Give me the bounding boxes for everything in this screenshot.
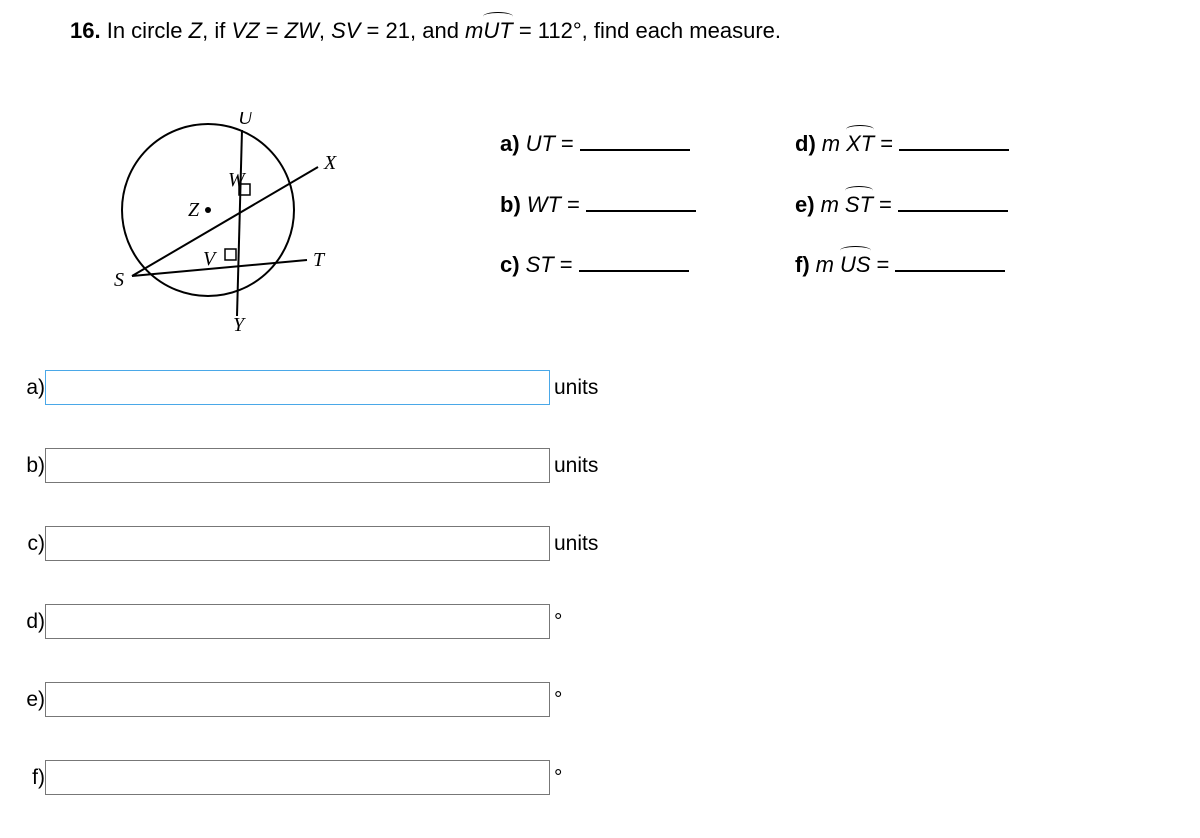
diagram-label-V: V xyxy=(203,248,218,270)
input-unit: units xyxy=(554,376,598,400)
diagram-label-X: X xyxy=(323,152,337,174)
blank-underline xyxy=(580,125,690,151)
diagram-label-T: T xyxy=(313,249,326,271)
answer-input[interactable] xyxy=(45,682,550,717)
answer-input[interactable] xyxy=(45,760,550,795)
diagram-label-S: S xyxy=(114,269,124,291)
blank-row: c) ST = xyxy=(500,246,696,278)
blank-row: e) mST = xyxy=(795,185,1009,217)
blank-variable: US xyxy=(840,252,871,278)
blank-m-prefix: m xyxy=(821,192,839,218)
eq1-rhs: ZW xyxy=(285,18,319,43)
eq2-lhs: SV xyxy=(331,18,360,43)
sep-1: , xyxy=(319,18,331,43)
answer-input-row: d) ° xyxy=(17,604,598,639)
blank-label: a) xyxy=(500,131,520,157)
eq3-arc: UT xyxy=(483,18,512,44)
blank-equals: = xyxy=(561,131,574,157)
blank-label: b) xyxy=(500,192,521,218)
blank-variable: UT xyxy=(526,131,555,157)
input-row-label: e) xyxy=(17,688,45,712)
blank-row: f) mUS = xyxy=(795,246,1009,278)
blank-underline xyxy=(895,246,1005,272)
diagram-label-Y: Y xyxy=(233,314,246,332)
blank-underline xyxy=(898,185,1008,211)
blank-row: b) WT = xyxy=(500,185,696,217)
answer-input-section: a) units b) units c) units d) ° e) ° f) ° xyxy=(17,370,598,838)
eq3-rhs: 112° xyxy=(538,18,582,43)
blank-label: c) xyxy=(500,252,520,278)
var-z: Z xyxy=(189,18,202,43)
diagram-label-Z: Z xyxy=(188,199,200,221)
question-text-2: , if xyxy=(202,18,231,43)
input-row-label: f) xyxy=(17,766,45,790)
tail: , find each measure. xyxy=(582,18,781,43)
input-row-label: b) xyxy=(17,454,45,478)
blank-underline xyxy=(899,125,1009,151)
blanks-column-1: a) UT =b) WT =c) ST = xyxy=(500,125,696,306)
blank-equals: = xyxy=(880,131,893,157)
input-unit: units xyxy=(554,454,598,478)
question-text-1: In circle xyxy=(107,18,189,43)
blank-underline xyxy=(586,185,696,211)
input-unit: ° xyxy=(554,610,562,634)
blank-underline xyxy=(579,246,689,272)
answer-input[interactable] xyxy=(45,370,550,405)
eq2-rhs: 21 xyxy=(386,18,410,43)
diagram-label-U: U xyxy=(238,112,254,129)
blank-variable: ST xyxy=(845,192,873,218)
answer-input[interactable] xyxy=(45,604,550,639)
answer-input[interactable] xyxy=(45,448,550,483)
input-row-label: d) xyxy=(17,610,45,634)
blank-equals: = xyxy=(877,252,890,278)
blank-variable: XT xyxy=(846,131,874,157)
blank-row: d) mXT = xyxy=(795,125,1009,157)
blank-m-prefix: m xyxy=(816,252,834,278)
blank-equals: = xyxy=(560,252,573,278)
answer-input-row: e) ° xyxy=(17,682,598,717)
blank-equals: = xyxy=(879,192,892,218)
input-row-label: a) xyxy=(17,376,45,400)
eq-op-1: = xyxy=(260,18,285,43)
circle-diagram: Z U W V Y S X T xyxy=(110,112,340,332)
blank-label: f) xyxy=(795,252,810,278)
answer-input-row: f) ° xyxy=(17,760,598,795)
question-number: 16. xyxy=(70,18,101,43)
input-unit: ° xyxy=(554,766,562,790)
eq3-m: m xyxy=(465,18,483,43)
answer-input[interactable] xyxy=(45,526,550,561)
input-unit: units xyxy=(554,532,598,556)
and: , and xyxy=(410,18,465,43)
blank-variable: ST xyxy=(526,252,554,278)
answer-input-row: b) units xyxy=(17,448,598,483)
blank-variable: WT xyxy=(527,192,561,218)
eq-op-2: = xyxy=(360,18,385,43)
eq1-lhs: VZ xyxy=(231,18,259,43)
blank-label: d) xyxy=(795,131,816,157)
diagram-label-W: W xyxy=(228,169,247,191)
question-header: 16. In circle Z, if VZ = ZW, SV = 21, an… xyxy=(70,18,781,44)
input-row-label: c) xyxy=(17,532,45,556)
blank-label: e) xyxy=(795,192,815,218)
answer-input-row: a) units xyxy=(17,370,598,405)
blank-row: a) UT = xyxy=(500,125,696,157)
eq-op-3: = xyxy=(513,18,538,43)
blank-equals: = xyxy=(567,192,580,218)
diagram-svg: Z U W V Y S X T xyxy=(110,112,340,332)
blank-m-prefix: m xyxy=(822,131,840,157)
blanks-column-2: d) mXT =e) mST =f) mUS = xyxy=(795,125,1009,306)
answer-input-row: c) units xyxy=(17,526,598,561)
input-unit: ° xyxy=(554,688,562,712)
